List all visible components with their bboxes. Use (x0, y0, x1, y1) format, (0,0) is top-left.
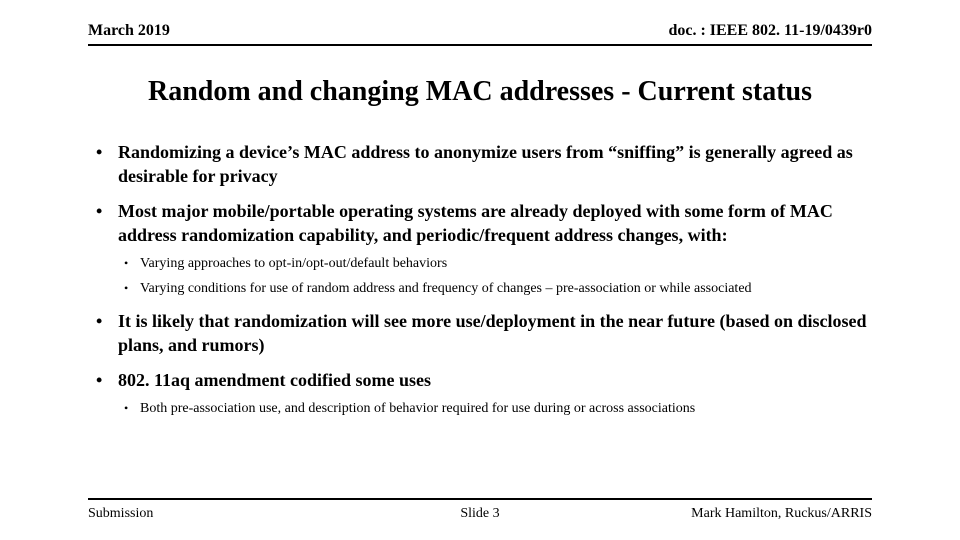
bullet-list: Randomizing a device’s MAC address to an… (88, 140, 872, 419)
header-date: March 2019 (88, 22, 170, 40)
bullet-item: Randomizing a device’s MAC address to an… (88, 140, 872, 189)
header-docnum: doc. : IEEE 802. 11-19/0439r0 (668, 22, 872, 40)
bullet-text: Most major mobile/portable operating sys… (118, 201, 833, 245)
footer-left: Submission (88, 506, 153, 522)
sub-bullet-item: Varying approaches to opt-in/opt-out/def… (118, 255, 872, 274)
bullet-text: 802. 11aq amendment codified some uses (118, 370, 431, 390)
sub-bullet-item: Both pre-association use, and descriptio… (118, 400, 872, 419)
slide-title: Random and changing MAC addresses - Curr… (0, 76, 960, 108)
slide-footer: Submission Slide 3 Mark Hamilton, Ruckus… (88, 506, 872, 522)
sub-bullet-item: Varying conditions for use of random add… (118, 280, 872, 299)
footer-right: Mark Hamilton, Ruckus/ARRIS (691, 506, 872, 522)
sub-bullet-list: Both pre-association use, and descriptio… (118, 400, 872, 419)
header-rule (88, 44, 872, 46)
slide-page: March 2019 doc. : IEEE 802. 11-19/0439r0… (0, 0, 960, 540)
bullet-item: 802. 11aq amendment codified some uses B… (88, 368, 872, 419)
sub-bullet-list: Varying approaches to opt-in/opt-out/def… (118, 255, 872, 299)
slide-header: March 2019 doc. : IEEE 802. 11-19/0439r0 (88, 22, 872, 40)
bullet-text: Randomizing a device’s MAC address to an… (118, 142, 853, 186)
slide-body: Randomizing a device’s MAC address to an… (88, 140, 872, 429)
bullet-item: Most major mobile/portable operating sys… (88, 199, 872, 299)
footer-center: Slide 3 (460, 506, 499, 522)
footer-rule (88, 498, 872, 500)
bullet-text: It is likely that randomization will see… (118, 311, 867, 355)
bullet-item: It is likely that randomization will see… (88, 309, 872, 358)
